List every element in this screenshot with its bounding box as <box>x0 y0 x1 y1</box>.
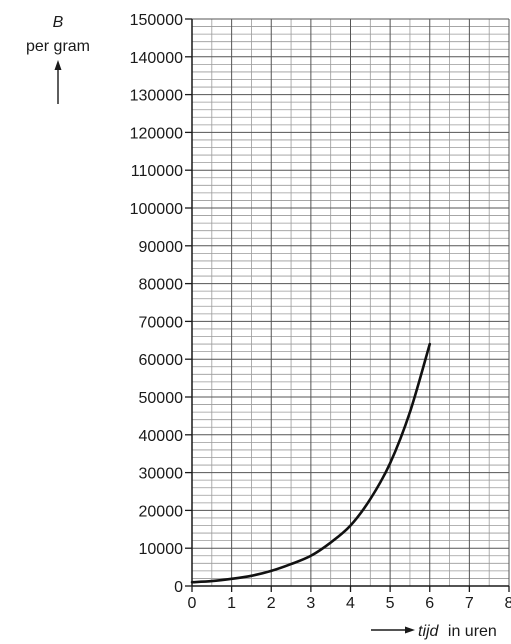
series-group <box>190 342 432 584</box>
axis-ticks <box>185 18 510 592</box>
y-tick-label: 0 <box>174 579 183 596</box>
y-tick-label: 50000 <box>139 390 184 407</box>
y-tick-label: 110000 <box>131 163 183 180</box>
x-tick-label: 5 <box>386 595 395 612</box>
x-axis-arrow-icon <box>371 626 415 634</box>
y-tick-label: 30000 <box>139 466 184 483</box>
y-tick-label: 120000 <box>130 125 183 142</box>
x-tick-label: 7 <box>465 595 474 612</box>
series-line <box>190 342 432 584</box>
y-axis-unit: per gram <box>26 38 90 55</box>
x-axis-variable: tijd <box>418 623 440 640</box>
x-tick-label: 3 <box>306 595 315 612</box>
x-tick-label: 4 <box>346 595 355 612</box>
tick-labels: 0 10000 20000 30000 40000 50000 60000 70000 8000… <box>130 12 511 612</box>
y-tick-label: 60000 <box>139 352 184 369</box>
svg-text:tijd in uren: tijd in uren <box>418 623 497 640</box>
x-tick-label: 6 <box>425 595 434 612</box>
y-tick-label: 10000 <box>139 541 184 558</box>
y-tick-label: 80000 <box>139 277 184 294</box>
x-tick-label: 2 <box>267 595 276 612</box>
y-tick-label: 90000 <box>139 239 184 256</box>
x-tick-label: 8 <box>505 595 511 612</box>
y-tick-label: 40000 <box>139 428 184 445</box>
y-axis-symbol: B <box>53 14 64 31</box>
y-tick-label: 130000 <box>130 88 183 105</box>
y-tick-label: 140000 <box>130 50 183 67</box>
y-tick-label: 20000 <box>139 503 184 520</box>
y-tick-label: 150000 <box>130 12 183 29</box>
y-axis-arrow-icon <box>54 60 62 104</box>
y-tick-label: 100000 <box>130 201 183 218</box>
x-tick-label: 0 <box>188 595 197 612</box>
y-tick-label: 70000 <box>139 314 184 331</box>
x-axis-unit: in uren <box>448 623 497 640</box>
grid-major-lines <box>191 18 510 587</box>
x-tick-label: 1 <box>227 595 236 612</box>
